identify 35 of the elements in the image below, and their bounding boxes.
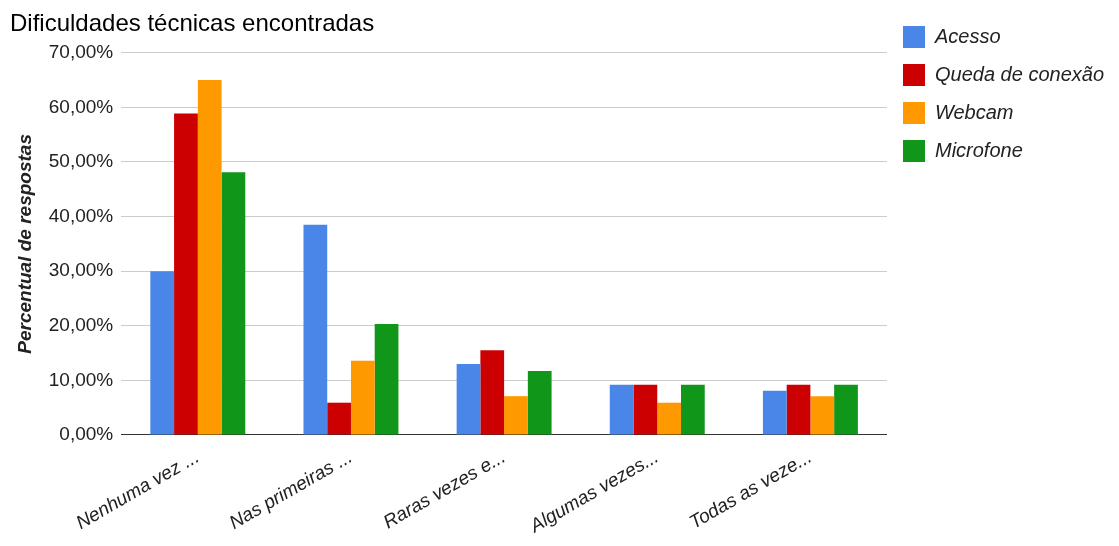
y-tick-label: 50,00%: [48, 150, 114, 172]
y-tick-label: 20,00%: [48, 313, 114, 335]
y-tick-label: 30,00%: [48, 259, 114, 281]
bar: [480, 350, 505, 435]
y-tick-label: 60,00%: [48, 95, 114, 117]
y-tick-label: 0,00%: [59, 423, 114, 445]
bar: [786, 384, 811, 435]
bar: [174, 113, 198, 435]
legend-label: Microfone: [934, 138, 1023, 161]
bar: [327, 402, 351, 435]
bar: [303, 224, 328, 435]
bar: [633, 384, 658, 435]
bar: [221, 172, 246, 435]
x-tick-label: Todas as veze...: [685, 445, 816, 533]
legend-label: Queda de conexão: [934, 62, 1105, 85]
bar: [150, 271, 175, 435]
legend-label: Webcam: [934, 100, 1014, 123]
legend-label: Acesso: [933, 24, 1001, 47]
bar: [657, 402, 681, 435]
bar: [456, 363, 481, 435]
bar: [834, 384, 858, 435]
bar: [680, 384, 705, 435]
bar: [810, 396, 835, 435]
y-axis-title: Percentual de respostas: [13, 134, 35, 354]
bar: [504, 396, 528, 435]
bar: [609, 384, 634, 435]
bar: [197, 80, 222, 435]
y-tick-label: 70,00%: [48, 41, 114, 63]
y-tick-label: 40,00%: [48, 204, 114, 226]
bar: [374, 324, 399, 435]
y-tick-label: 10,00%: [48, 368, 114, 390]
chart-title: Dificuldades técnicas encontradas: [10, 9, 375, 37]
bar: [350, 360, 375, 435]
bar: [762, 390, 787, 435]
bar: [527, 371, 552, 435]
